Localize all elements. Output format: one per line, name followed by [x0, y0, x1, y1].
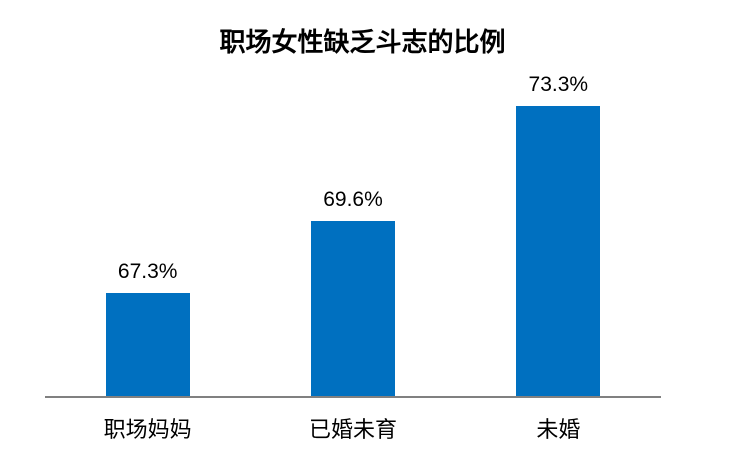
bar-slot: 73.3%	[456, 74, 661, 396]
data-label: 67.3%	[117, 260, 178, 283]
bar	[105, 293, 190, 396]
chart-title: 职场女性缺乏斗志的比例	[219, 27, 506, 57]
category-label: 未婚	[536, 417, 581, 442]
category-label: 已婚未育	[308, 417, 397, 442]
category-label: 职场妈妈	[103, 417, 192, 442]
data-label: 69.6%	[323, 188, 383, 211]
category-axis: 职场妈妈 已婚未育 未婚	[45, 412, 661, 444]
bar-slot: 67.3%	[45, 84, 250, 396]
bar-slot: 69.6%	[250, 84, 455, 396]
plot-area: 67.3% 69.6% 73.3%	[45, 74, 661, 398]
bar	[310, 221, 395, 396]
data-label: 73.3%	[528, 73, 589, 96]
bar	[516, 106, 601, 396]
